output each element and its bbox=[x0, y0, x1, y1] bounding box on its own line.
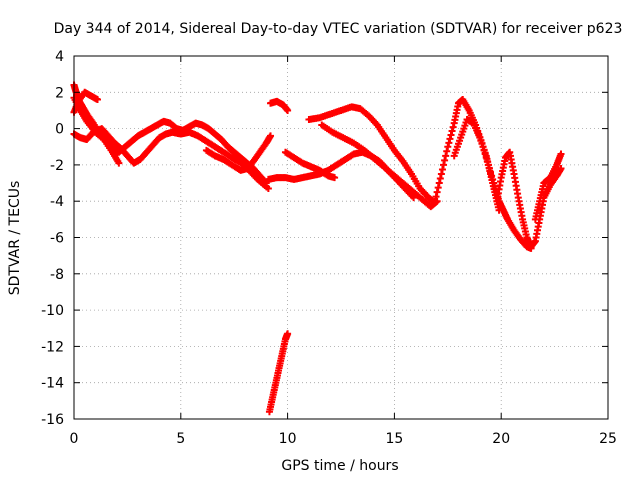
data-point bbox=[438, 165, 446, 173]
y-tick-label: -4 bbox=[50, 194, 64, 210]
x-tick-label: 15 bbox=[385, 431, 403, 447]
data-point bbox=[436, 175, 444, 183]
data-point bbox=[431, 197, 439, 205]
y-tick-label: 2 bbox=[55, 85, 64, 101]
x-tick-label: 10 bbox=[279, 431, 297, 447]
y-tick-label: -10 bbox=[41, 303, 64, 319]
data-point bbox=[445, 139, 453, 147]
y-axis-label: SDTVAR / TECUs bbox=[7, 181, 23, 296]
data-point bbox=[410, 194, 418, 202]
data-point bbox=[284, 330, 292, 338]
x-tick-label: 0 bbox=[70, 431, 79, 447]
chart-title: Day 344 of 2014, Sidereal Day-to-day VTE… bbox=[54, 21, 623, 37]
data-point bbox=[442, 152, 450, 160]
data-point bbox=[284, 106, 292, 114]
data-point bbox=[443, 147, 451, 155]
y-tick-label: 4 bbox=[55, 49, 64, 65]
data-point bbox=[557, 150, 565, 158]
data-point bbox=[267, 132, 275, 140]
y-tick-label: -16 bbox=[41, 412, 64, 428]
y-tick-label: -6 bbox=[50, 231, 64, 247]
data-point bbox=[447, 131, 455, 139]
data-point bbox=[432, 193, 440, 201]
data-point bbox=[264, 184, 272, 192]
data-point bbox=[446, 135, 454, 143]
data-point bbox=[495, 206, 503, 214]
y-tick-label: -12 bbox=[41, 339, 64, 355]
data-point bbox=[449, 123, 457, 131]
y-tick-label: -8 bbox=[50, 267, 64, 283]
x-tick-labels: 0 5 10 15 20 25 bbox=[70, 431, 617, 447]
x-tick-label: 20 bbox=[492, 431, 510, 447]
data-point bbox=[433, 188, 441, 196]
data-point bbox=[435, 179, 443, 187]
y-tick-label: 0 bbox=[55, 122, 64, 138]
data-point bbox=[440, 161, 448, 169]
y-tick-label: -2 bbox=[50, 158, 64, 174]
data-point bbox=[437, 170, 445, 178]
data-point bbox=[444, 143, 452, 151]
x-tick-label: 25 bbox=[599, 431, 617, 447]
axis-ticks bbox=[73, 55, 609, 420]
data-point bbox=[448, 127, 456, 135]
data-point bbox=[434, 184, 442, 192]
data-point bbox=[93, 96, 101, 104]
data-point bbox=[441, 156, 449, 164]
data-point bbox=[331, 174, 339, 182]
data-point bbox=[557, 165, 565, 173]
data-points bbox=[70, 81, 565, 416]
x-tick-label: 5 bbox=[176, 431, 185, 447]
data-point bbox=[115, 159, 123, 167]
x-axis-label: GPS time / hours bbox=[281, 458, 398, 474]
y-tick-labels: 4 2 0 -2 -4 -6 -8 -10 -12 -14 -16 bbox=[41, 49, 64, 428]
y-tick-label: -14 bbox=[41, 376, 64, 392]
